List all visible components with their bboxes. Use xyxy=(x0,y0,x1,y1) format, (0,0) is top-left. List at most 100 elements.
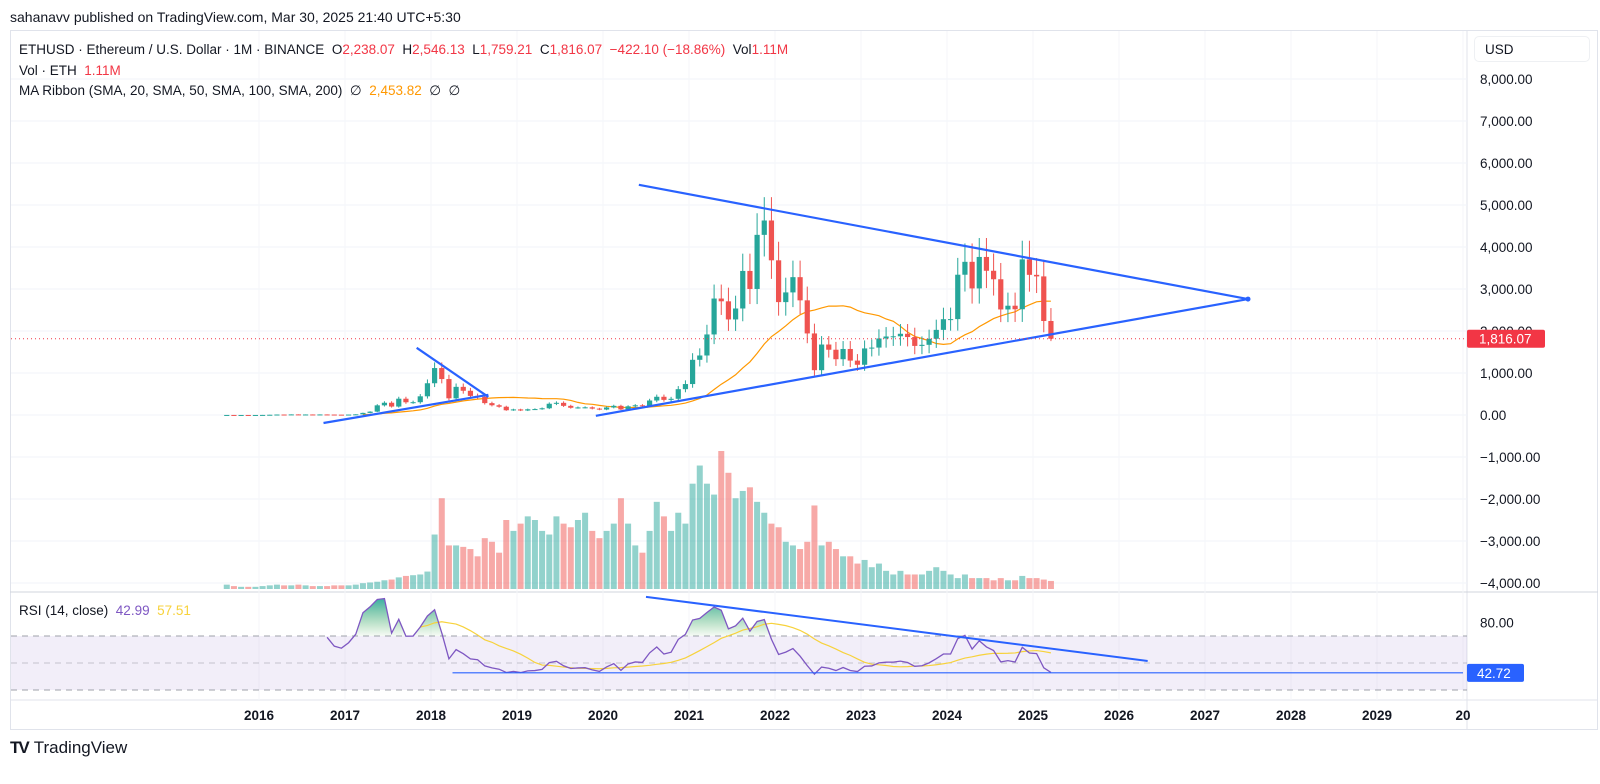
volume-bar xyxy=(660,516,667,589)
candle xyxy=(697,348,703,367)
candle xyxy=(654,394,660,403)
candle-body xyxy=(740,270,746,309)
rsi-line xyxy=(326,597,1052,676)
time-tick-label: 2017 xyxy=(330,708,360,723)
candle xyxy=(338,414,345,416)
candle-body xyxy=(768,220,775,261)
candle xyxy=(238,414,244,416)
candle xyxy=(553,401,560,406)
candle xyxy=(324,414,330,416)
volume-bar xyxy=(266,585,273,589)
volume-bar xyxy=(632,545,639,589)
candle-body xyxy=(467,390,474,396)
volume-bar xyxy=(911,574,918,589)
volume-bar xyxy=(531,520,538,589)
volume-bar xyxy=(883,570,890,589)
low-value: 1,759.21 xyxy=(479,42,533,57)
currency-button[interactable]: USD xyxy=(1474,36,1590,62)
price-tick-label: 4,000.00 xyxy=(1480,240,1533,255)
volume-bar xyxy=(811,505,818,589)
candle-body xyxy=(446,379,452,399)
candle xyxy=(346,414,352,416)
candle-body xyxy=(518,409,524,411)
volume-bar xyxy=(1019,575,1026,589)
volume-bar xyxy=(417,574,424,589)
candle-body xyxy=(274,414,280,416)
candle xyxy=(568,404,574,409)
vol-value: 1.11M xyxy=(751,42,789,57)
candle xyxy=(1012,292,1018,322)
candle-body xyxy=(639,405,646,407)
volume-bar xyxy=(703,483,710,589)
candle xyxy=(618,404,624,411)
volume-bar xyxy=(388,579,395,589)
candle xyxy=(525,408,531,412)
high-value: 2,546.13 xyxy=(412,42,465,57)
volume-legend[interactable]: Vol · ETH 1.11M xyxy=(19,63,121,78)
price-tick-label: 3,000.00 xyxy=(1480,282,1533,297)
volume-bar xyxy=(782,541,789,589)
candle xyxy=(274,414,280,416)
candle xyxy=(1041,259,1047,333)
candle-body xyxy=(725,301,732,320)
candle xyxy=(224,414,230,416)
candle xyxy=(690,353,696,388)
candle-body xyxy=(389,402,395,407)
time-tick-label: 2022 xyxy=(760,708,790,723)
volume-bar xyxy=(897,570,904,589)
candle xyxy=(460,383,466,394)
candle xyxy=(1019,240,1025,322)
rsi-value: 42.99 xyxy=(115,603,150,618)
candle xyxy=(496,404,502,408)
candle-body xyxy=(553,402,560,404)
volume-bar xyxy=(1033,578,1040,589)
volume-bar xyxy=(746,487,753,589)
volume-bar xyxy=(288,585,295,589)
time-tick-label: 2021 xyxy=(674,708,705,723)
ma-legend[interactable]: MA Ribbon (SMA, 20, SMA, 50, SMA, 100, S… xyxy=(19,83,460,99)
volume-bar xyxy=(445,545,452,589)
volume-bar xyxy=(367,582,374,589)
candle-body xyxy=(962,261,968,275)
candle xyxy=(948,307,954,331)
candle-body xyxy=(833,349,839,360)
candle-body xyxy=(940,319,947,330)
open-value: 2,238.07 xyxy=(342,42,395,57)
time-tick-label: 2028 xyxy=(1276,708,1307,723)
candle-body xyxy=(532,409,538,411)
volume-bar xyxy=(847,556,854,589)
candle xyxy=(776,241,782,316)
candle-body xyxy=(919,344,925,346)
candle-body xyxy=(804,300,810,334)
time-tick-label: 2029 xyxy=(1362,708,1392,723)
candle xyxy=(897,324,904,346)
candle-body xyxy=(338,414,345,416)
candle xyxy=(811,323,818,376)
candle-body xyxy=(589,407,595,409)
volume-bar xyxy=(983,578,990,589)
volume-bar xyxy=(574,520,581,589)
volume-bar xyxy=(324,586,331,589)
rsi-legend[interactable]: RSI (14, close) 42.99 57.51 xyxy=(19,603,191,618)
brand-name[interactable]: TradingView xyxy=(33,738,128,757)
volume-bar xyxy=(732,498,739,589)
rsi-pane xyxy=(11,595,1467,691)
volume-bar xyxy=(331,585,338,589)
candle xyxy=(611,404,617,409)
open-label: O xyxy=(331,42,343,57)
rsi-tick-label: 80.00 xyxy=(1480,616,1514,631)
candle-body xyxy=(367,411,373,413)
candle-body xyxy=(460,386,466,391)
candle-body xyxy=(252,414,259,416)
volume-bar xyxy=(589,530,596,589)
time-tick-label: 2024 xyxy=(932,708,963,723)
volume-bar xyxy=(840,556,847,589)
time-tick-label: 2018 xyxy=(416,708,447,723)
symbol-name[interactable]: ETHUSD · Ethereum / U.S. Dollar · 1M · B… xyxy=(19,42,325,57)
volume-bar xyxy=(696,465,703,589)
volume-bar xyxy=(825,541,832,589)
candle xyxy=(804,286,810,344)
candle-body xyxy=(417,396,423,403)
candle-body xyxy=(668,398,674,400)
